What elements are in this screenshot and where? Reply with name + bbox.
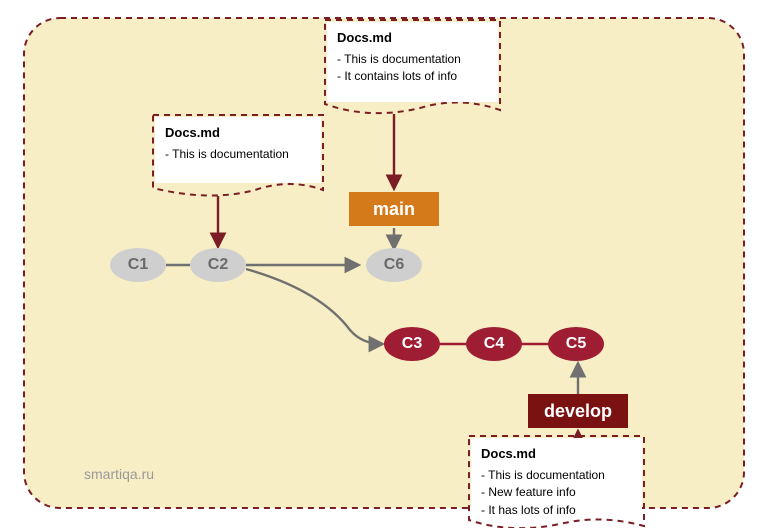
doc-item: This is documentation xyxy=(337,51,488,68)
doc-item: It has lots of info xyxy=(481,502,632,519)
doc-title: Docs.md xyxy=(155,117,321,144)
doc-items: This is documentation New feature info I… xyxy=(471,465,642,529)
commit-c1: C1 xyxy=(110,248,166,282)
branch-label: develop xyxy=(544,401,612,422)
commit-label: C4 xyxy=(484,335,504,353)
doc-box-3: Docs.md This is documentation New featur… xyxy=(471,438,642,518)
branch-main: main xyxy=(349,192,439,226)
commit-c3: C3 xyxy=(384,327,440,361)
commit-c6: C6 xyxy=(366,248,422,282)
doc-item: This is documentation xyxy=(165,146,311,163)
commit-c5: C5 xyxy=(548,327,604,361)
commit-c2: C2 xyxy=(190,248,246,282)
doc-item: New feature info xyxy=(481,484,632,501)
branch-develop: develop xyxy=(528,394,628,428)
doc-item: This is documentation xyxy=(481,467,632,484)
commit-label: C6 xyxy=(384,256,404,274)
commit-label: C1 xyxy=(128,256,148,274)
commit-label: C3 xyxy=(402,335,422,353)
doc-item: It contains lots of info xyxy=(337,68,488,85)
watermark: smartiqa.ru xyxy=(84,466,154,482)
doc-items: This is documentation xyxy=(155,144,321,173)
doc-title: Docs.md xyxy=(471,438,642,465)
doc-box-1: Docs.md This is documentation xyxy=(155,117,321,183)
doc-box-2: Docs.md This is documentation It contain… xyxy=(327,22,498,102)
doc-title: Docs.md xyxy=(327,22,498,49)
commit-c4: C4 xyxy=(466,327,522,361)
commit-label: C2 xyxy=(208,256,228,274)
commit-label: C5 xyxy=(566,335,586,353)
branch-label: main xyxy=(373,199,415,220)
doc-items: This is documentation It contains lots o… xyxy=(327,49,498,96)
